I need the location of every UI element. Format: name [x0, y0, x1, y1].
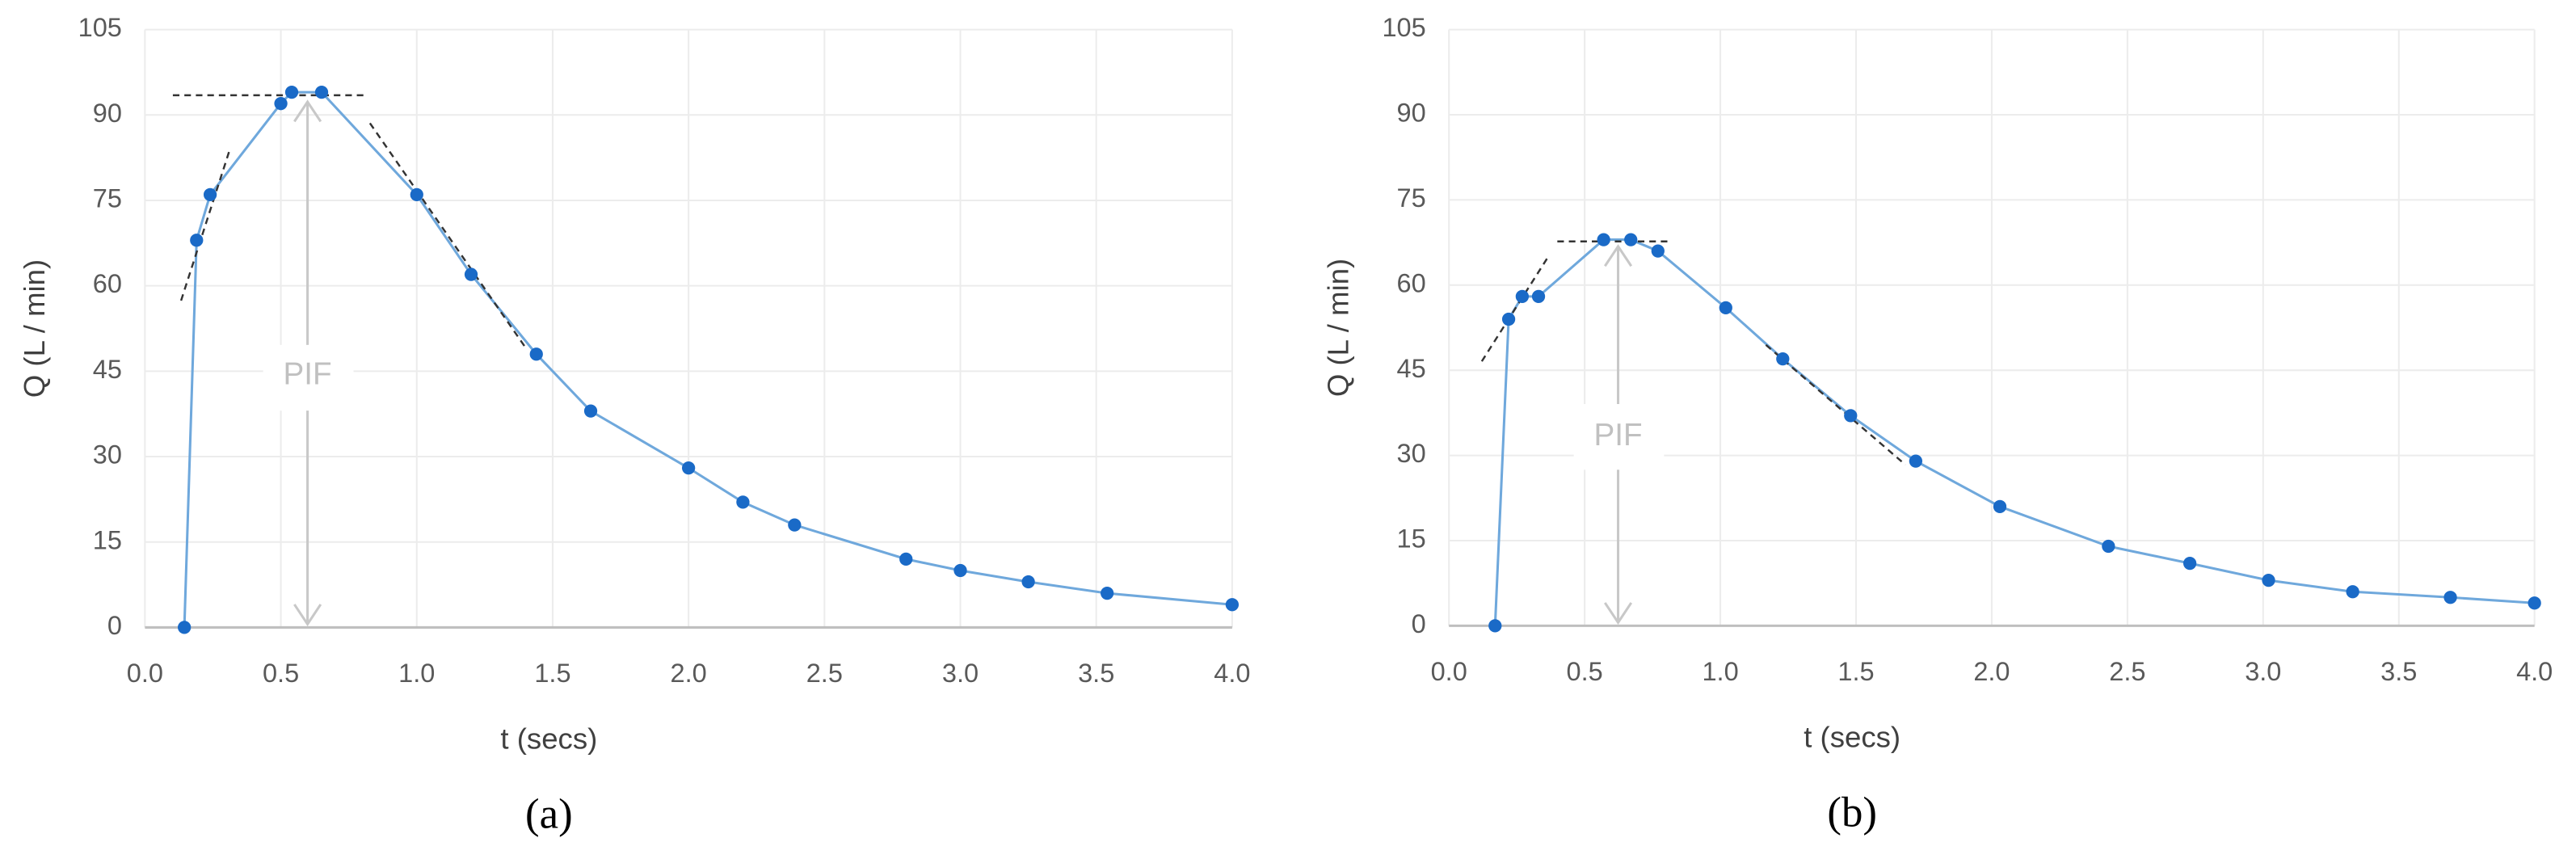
- data-point: [736, 495, 750, 509]
- data-point: [1597, 233, 1610, 246]
- data-point: [314, 85, 329, 99]
- arrow-head: [293, 604, 322, 627]
- x-tick-label: 2.0: [1973, 657, 2010, 686]
- data-point: [274, 97, 288, 111]
- x-tick-label: 1.5: [534, 659, 570, 688]
- data-point: [1515, 289, 1530, 303]
- y-tick-label: 15: [1397, 524, 1426, 554]
- x-axis-title: t (secs): [1804, 720, 1900, 753]
- y-tick-label: 105: [78, 13, 122, 42]
- data-point: [2346, 585, 2359, 599]
- x-tick-label: 3.5: [1078, 659, 1114, 688]
- x-tick-label: 3.0: [2245, 657, 2281, 686]
- data-point: [464, 267, 478, 281]
- annotations-b: PIF: [1480, 240, 1907, 625]
- arrow-head: [293, 99, 322, 123]
- x-tick-label: 3.5: [2380, 657, 2417, 686]
- y-tick-label: 45: [93, 355, 122, 384]
- y-tick-label: 90: [93, 99, 122, 128]
- y-tick-label: 60: [93, 269, 122, 298]
- data-point: [788, 518, 802, 532]
- data-point: [2262, 574, 2275, 587]
- y-tick-label: 0: [107, 611, 122, 640]
- y-tick-label: 30: [1397, 439, 1426, 468]
- x-tick-label: 0.0: [1431, 657, 1467, 686]
- data-point: [190, 234, 204, 247]
- y-tick-label: 60: [1397, 268, 1426, 297]
- x-tick-label: 1.0: [398, 659, 435, 688]
- y-tick-label: 75: [1397, 183, 1426, 213]
- tangent-line: [1480, 257, 1549, 362]
- y-tick-label: 15: [93, 525, 122, 554]
- x-tick-label: 3.0: [942, 659, 979, 688]
- x-tick-label: 0.5: [263, 659, 299, 688]
- x-axis-title: t (secs): [500, 722, 597, 755]
- data-point: [2182, 556, 2197, 571]
- arrow-head: [1604, 602, 1633, 625]
- x-tick-label: 2.5: [806, 659, 843, 688]
- data-point: [284, 85, 299, 99]
- data-point: [2528, 596, 2541, 610]
- data-point: [1488, 619, 1502, 633]
- x-tick-label: 0.0: [127, 659, 163, 688]
- data-point: [1501, 312, 1516, 326]
- data-point: [1101, 587, 1114, 600]
- data-point: [1021, 575, 1035, 589]
- y-tick-label: 75: [93, 184, 122, 213]
- y-axis-title: Q (L / min): [18, 259, 51, 398]
- data-point: [410, 187, 423, 202]
- y-tick-label: 30: [93, 440, 122, 470]
- data-point: [1225, 598, 1240, 612]
- y-tick-label: 0: [1412, 609, 1426, 638]
- data-point: [899, 552, 913, 566]
- data-point: [1624, 233, 1638, 246]
- caption: (b): [1827, 789, 1877, 836]
- annotations-a: PIF: [172, 94, 527, 627]
- data-point: [1776, 352, 1790, 366]
- x-tick-label: 2.5: [2109, 657, 2145, 686]
- label-box: [1573, 403, 1665, 470]
- data-point: [178, 621, 192, 634]
- data-point: [529, 347, 543, 361]
- x-tick-label: 4.0: [1214, 659, 1250, 688]
- x-tick-label: 0.5: [1567, 657, 1603, 686]
- y-tick-label: 105: [1382, 13, 1425, 42]
- arrow-head: [1604, 244, 1633, 267]
- caption: (a): [525, 790, 573, 837]
- x-tick-label: 1.0: [1702, 657, 1738, 686]
- data-point: [953, 563, 967, 578]
- data-point: [583, 404, 598, 418]
- data-point: [2443, 591, 2457, 604]
- y-tick-label: 45: [1397, 354, 1426, 383]
- y-tick-label: 90: [1397, 99, 1426, 128]
- x-tick-label: 2.0: [671, 659, 707, 688]
- tangent-line: [179, 147, 232, 301]
- data-point: [1651, 244, 1665, 258]
- data-point: [682, 461, 696, 475]
- y-axis-title: Q (L / min): [1322, 259, 1355, 397]
- pif-label: PIF: [1593, 418, 1642, 453]
- x-tick-label: 4.0: [2516, 657, 2553, 686]
- data-point: [203, 187, 217, 202]
- data-point: [1993, 499, 2007, 513]
- label-box: [263, 344, 354, 411]
- x-tick-label: 1.5: [1837, 657, 1874, 686]
- tangent-line: [1765, 343, 1907, 466]
- data-point: [1909, 454, 1923, 468]
- data-point: [1844, 409, 1858, 423]
- data-line: [183, 91, 1233, 628]
- data-point: [1531, 289, 1546, 303]
- tangent-line: [368, 122, 527, 349]
- data-point: [1719, 301, 1732, 315]
- pif-label: PIF: [284, 357, 332, 392]
- data-point: [2102, 539, 2115, 554]
